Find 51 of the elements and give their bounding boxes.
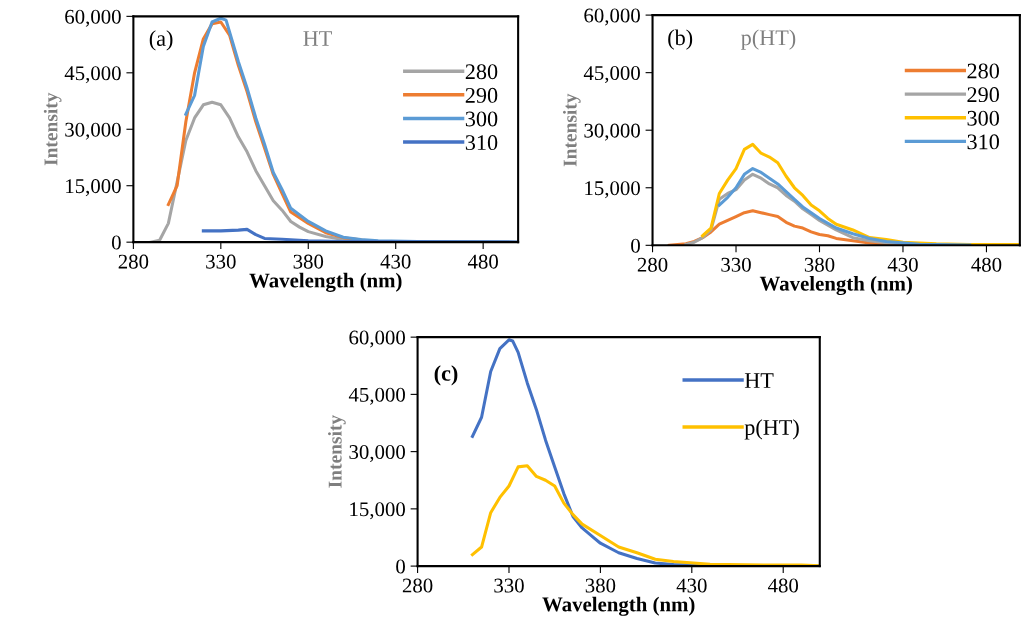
y-tick-label: 30,000: [584, 123, 640, 141]
y-tick-label: 60,000: [349, 330, 405, 348]
annotation: (b): [668, 29, 693, 50]
y-axis-title: Intensity: [562, 93, 581, 167]
x-tick-label: 280: [637, 257, 668, 272]
x-tick-label: 330: [721, 257, 751, 272]
y-tick-label: 15,000: [66, 179, 121, 197]
y-tick-label: 0: [396, 559, 405, 574]
y-tick-label: 45,000: [583, 66, 640, 84]
x-tick-label: 430: [380, 254, 411, 269]
y-tick-label: 45,000: [64, 66, 121, 84]
y-tick-label: 0: [631, 238, 640, 253]
legend-label: p(HT): [744, 419, 799, 440]
legend-label: 310: [465, 135, 498, 151]
y-tick-label: 0: [111, 235, 121, 250]
x-axis-title: Wavelength (nm): [542, 596, 695, 616]
x-tick-label: 280: [118, 254, 149, 269]
y-tick-label: 45,000: [348, 387, 405, 405]
y-tick-label: 30,000: [349, 445, 405, 463]
legend-label: 280: [967, 63, 999, 79]
x-axis-title: Wavelength (nm): [249, 272, 402, 292]
y-axis-title: Intensity: [328, 415, 346, 488]
y-tick-label: 60,000: [584, 8, 640, 26]
y-tick-label: 30,000: [65, 122, 121, 140]
x-tick-label: 380: [804, 257, 835, 272]
legend-label: 290: [967, 87, 999, 103]
annotation: HT: [303, 31, 332, 46]
x-tick-label: 430: [887, 257, 918, 272]
legend-label: 290: [465, 87, 498, 103]
y-axis-title: Intensity: [43, 92, 62, 166]
x-tick-label: 480: [767, 578, 799, 593]
y-tick-label: 60,000: [65, 9, 121, 27]
x-tick-label: 330: [206, 254, 236, 269]
x-tick-label: 430: [676, 578, 707, 593]
x-tick-label: 380: [293, 254, 324, 269]
y-tick-label: 15,000: [350, 502, 405, 520]
annotation: (c): [434, 365, 458, 386]
annotation: p(HT): [741, 29, 796, 50]
legend-label: 310: [967, 134, 999, 150]
x-tick-label: 330: [494, 578, 524, 593]
legend-label: HT: [744, 373, 774, 388]
legend-label: 280: [465, 64, 498, 80]
x-tick-label: 480: [971, 257, 1002, 272]
y-tick-label: 15,000: [585, 181, 640, 199]
x-tick-label: 280: [402, 578, 433, 593]
legend-label: 300: [967, 110, 999, 126]
x-tick-label: 480: [467, 254, 498, 269]
x-axis-title: Wavelength (nm): [759, 276, 912, 296]
x-tick-label: 380: [585, 578, 616, 593]
annotation: (a): [149, 30, 173, 51]
legend-label: 300: [465, 111, 498, 127]
